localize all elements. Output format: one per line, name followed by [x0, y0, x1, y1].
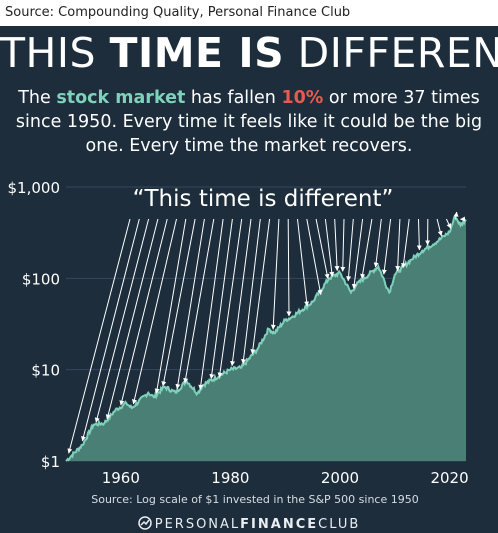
sp500-log-chart: $1 $10 $100 $1,000 1960 1980 2000 2020 “This ti… — [8, 179, 469, 506]
drawdown-arrow — [230, 218, 252, 367]
drawdown-arrow — [373, 218, 382, 268]
drawdown-arrow — [94, 218, 150, 423]
drawdown-arrow — [241, 218, 261, 365]
drawdown-arrow — [416, 218, 422, 251]
drawdown-arrow — [198, 218, 224, 390]
subtitle-stock-market: stock market — [56, 88, 186, 108]
brand-footer: PERSONALFINANCECLUB — [0, 516, 498, 532]
drawdown-arrow — [131, 218, 177, 405]
drawdown-arrow — [351, 218, 364, 289]
drawdown-arrow — [250, 218, 271, 355]
drawdown-arrow — [297, 218, 310, 307]
drawdown-arrow — [119, 218, 168, 406]
drawdown-arrow — [105, 218, 159, 420]
drawdown-arrow — [270, 218, 280, 330]
chart-caption: Source: Log scale of $1 invested in the … — [91, 493, 418, 506]
subtitle: The stock market has fallen 10% or more … — [10, 86, 488, 158]
drawdown-arrow — [381, 218, 392, 275]
title-part-time-is: TIME IS — [109, 29, 285, 77]
x-tick-label: 1960 — [102, 469, 140, 487]
axis-labels: $1 $10 $100 $1,000 1960 1980 2000 2020 — [8, 179, 469, 487]
y-tick-label: $1,000 — [8, 179, 61, 197]
drawdown-arrow — [306, 218, 323, 296]
drawdown-arrow — [453, 211, 459, 220]
area-fill — [66, 216, 466, 461]
drawdown-arrow — [395, 218, 401, 272]
x-tick-label: 2020 — [430, 469, 468, 487]
title-part-this: THIS — [0, 29, 110, 77]
subtitle-post: or more 37 times since 1950. Every time … — [15, 88, 483, 156]
y-tick-label: $100 — [22, 270, 60, 288]
y-tick-label: $10 — [31, 362, 60, 380]
drawdown-arrow — [340, 218, 346, 272]
subtitle-mid: has fallen — [185, 88, 282, 108]
brand-logo-icon — [137, 516, 152, 530]
drawdown-arrow — [81, 218, 140, 442]
source-line: Source: Compounding Quality, Personal Fi… — [0, 0, 498, 26]
price-area — [65, 213, 467, 462]
brand-club: CLUB — [318, 517, 361, 532]
drawdown-arrow — [445, 218, 452, 229]
y-tick-label: $1 — [41, 453, 60, 471]
drawdown-arrow — [436, 218, 443, 237]
drawdown-arrow — [67, 218, 131, 454]
price-line — [65, 213, 467, 462]
annotation-this-time-is-different: “This time is different” — [133, 186, 394, 212]
drawdown-arrow — [324, 218, 335, 277]
x-tick-label: 2000 — [321, 469, 359, 487]
subtitle-ten-percent: 10% — [281, 88, 324, 108]
x-tick-label: 1980 — [211, 469, 249, 487]
drawdown-arrow — [315, 218, 330, 279]
drawdown-arrow — [217, 218, 243, 378]
brand-finance: FINANCE — [240, 517, 319, 532]
drawdown-arrow — [154, 218, 187, 394]
subtitle-pre: The — [18, 88, 57, 108]
drawdown-arrow — [401, 218, 410, 269]
drawdown-arrow — [360, 218, 373, 279]
drawdown-arrow — [286, 218, 292, 317]
drawdown-arrow — [175, 218, 205, 390]
brand-personal: PERSONAL — [154, 517, 241, 532]
drawdown-arrow — [346, 218, 354, 282]
drawdown-arrow — [209, 218, 233, 380]
drawdown-arrow — [161, 218, 196, 387]
drawdown-arrow — [334, 218, 340, 272]
drawdown-arrows — [67, 211, 466, 454]
drawdown-arrow — [183, 218, 215, 384]
